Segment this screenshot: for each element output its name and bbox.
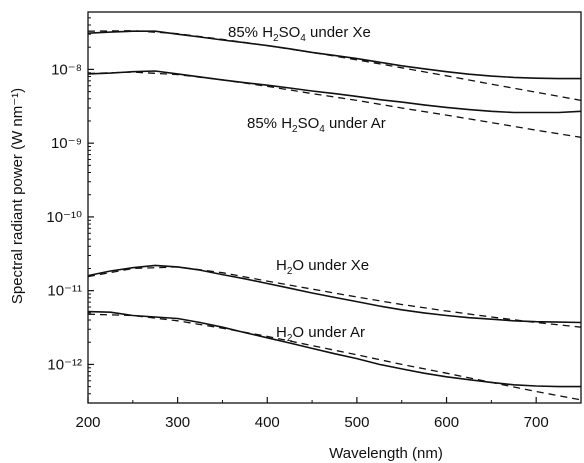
x-axis-title: Wavelength (nm): [329, 445, 443, 462]
x-tick-label: 300: [165, 414, 190, 431]
annotation-h2so4-xe: 85% H2SO4 under Xe: [228, 24, 371, 44]
y-tick-label: 10⁻¹²: [47, 356, 82, 373]
y-tick-label: 10⁻⁹: [51, 135, 82, 152]
y-tick-label: 10⁻⁸: [51, 61, 82, 78]
plot-frame: [87, 11, 582, 404]
annotation-h2o-xe: H2O under Xe: [276, 257, 369, 277]
fit-line-1: [87, 30, 582, 102]
x-tick-label: 600: [434, 414, 459, 431]
plot-area-border: [87, 11, 582, 404]
annotation-h2so4-ar: 85% H2SO4 under Ar: [247, 115, 386, 135]
y-axis-title: Spectral radiant power (W nm⁻¹): [9, 88, 26, 304]
data-line-0: [87, 30, 581, 80]
data-line-6: [87, 310, 581, 388]
y-tick-label: 10⁻¹¹: [47, 283, 82, 300]
axis-ticks: 200 300 400 500 600 700 10⁻⁸ 10⁻⁹ 10⁻¹⁰ 10⁻¹¹ 10⁻¹…: [46, 17, 549, 431]
x-tick-label: 200: [75, 414, 100, 431]
fit-line-3: [87, 71, 582, 138]
x-tick-label: 400: [255, 414, 280, 431]
data-line-2: [87, 70, 582, 114]
x-tick-label: 500: [344, 414, 369, 431]
annotation-h2o-ar: H2O under Ar: [276, 324, 365, 344]
series-lines: [87, 30, 582, 401]
y-tick-label: 10⁻¹⁰: [46, 209, 82, 226]
x-tick-label: 700: [524, 414, 549, 431]
data-line-4: [87, 264, 582, 324]
